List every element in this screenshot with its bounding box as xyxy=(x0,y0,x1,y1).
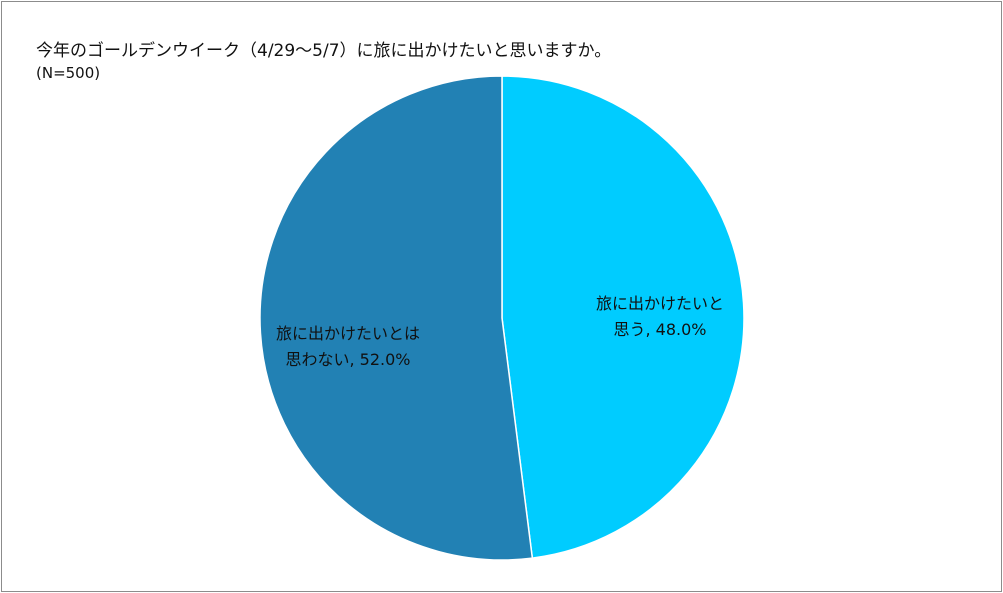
chart-title: 今年のゴールデンウイーク（4/29〜5/7）に旅に出かけたいと思いますか。 xyxy=(36,41,612,61)
chart-subtitle: (N=500) xyxy=(36,64,101,82)
pie-slice-2 xyxy=(259,75,534,561)
pie-slice-1 xyxy=(501,75,745,559)
pie-slice-2-label: 旅に出かけたいとは思わない, 52.0% xyxy=(276,324,420,369)
pie-slice-1-label: 旅に出かけたいと思う, 48.0% xyxy=(596,294,724,339)
